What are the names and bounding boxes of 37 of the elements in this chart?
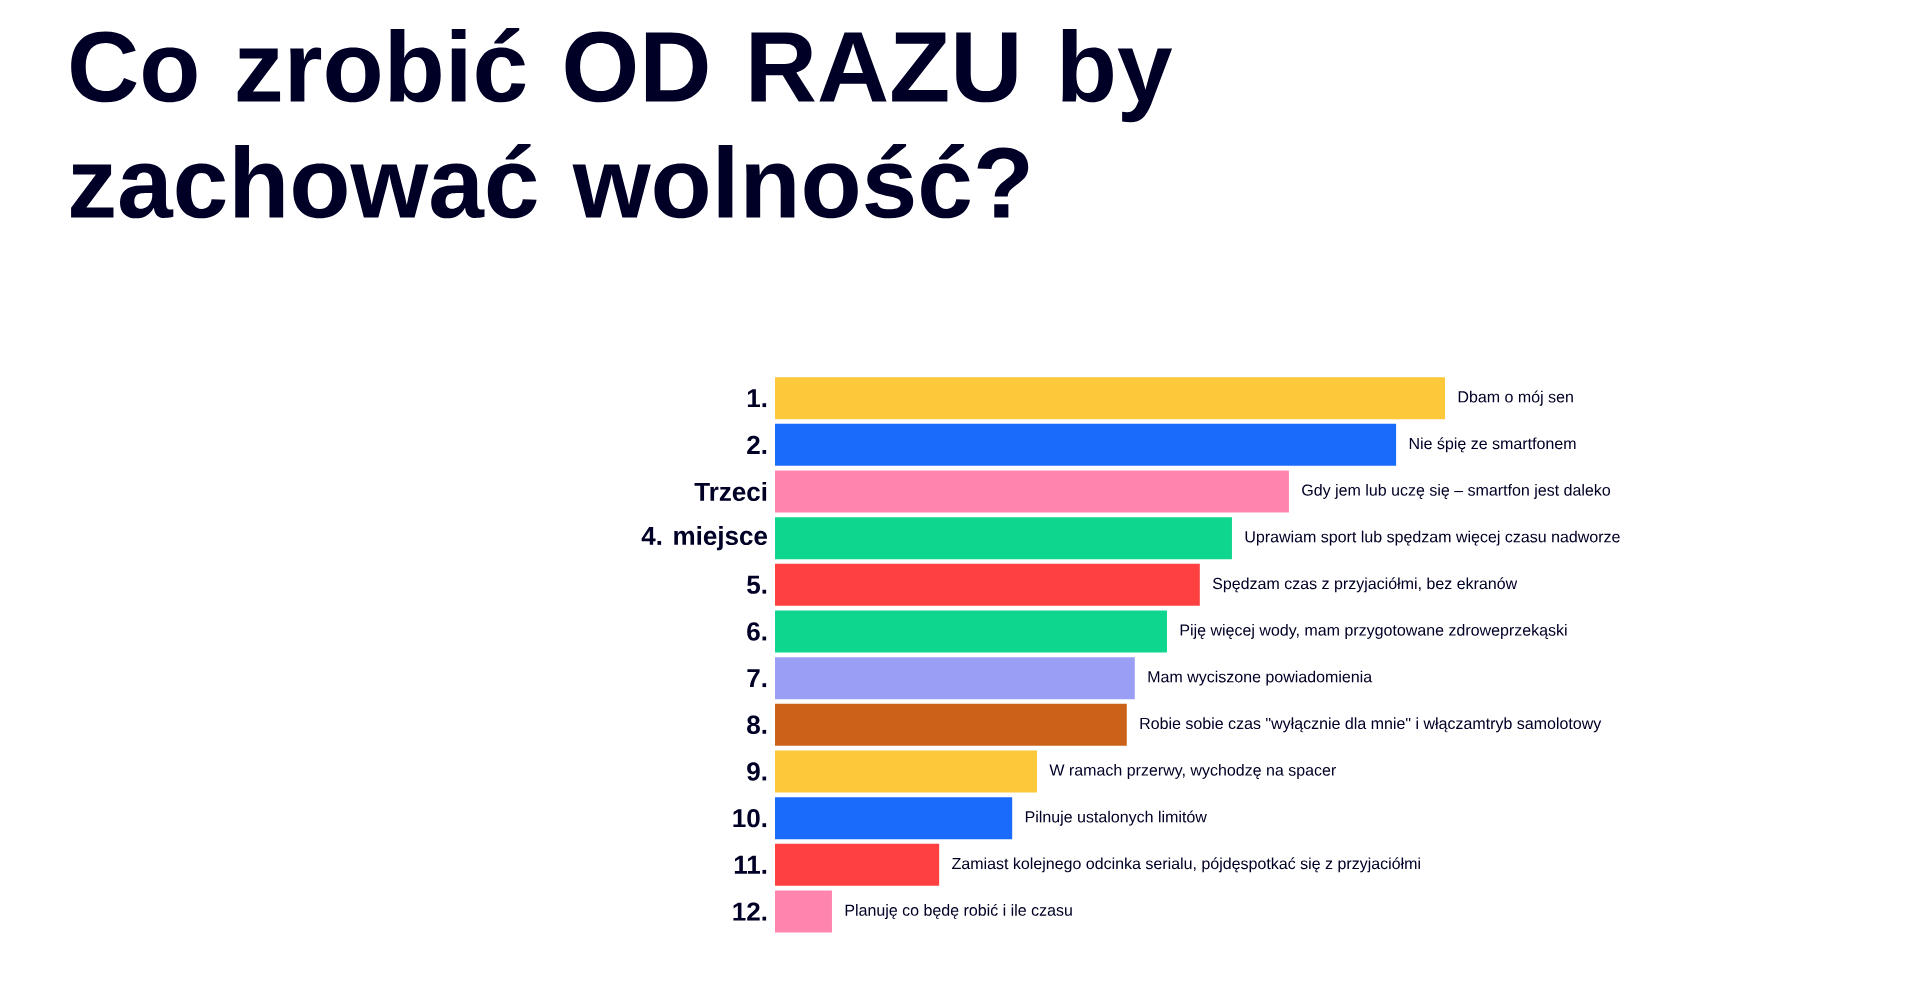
y-tick-label: 5.: [747, 575, 767, 594]
y-tick-label: 8.: [747, 715, 767, 735]
y-tick-label: 4. miejsce: [641, 526, 768, 551]
annotation: Piję więcej wody, mam przygotowane zdroweprzekąski: [1180, 623, 1567, 639]
y-tick-label: 12.: [733, 902, 767, 921]
bar: [775, 890, 832, 933]
bar: [775, 703, 1127, 746]
annotation: Mam wyciszone powiadomienia: [1148, 670, 1373, 686]
bar: [775, 797, 1013, 840]
annotation: Gdy jem lub uczę się – smartfon jest daleko: [1302, 483, 1611, 499]
y-tick-label: 11.: [734, 855, 767, 874]
annotation: Planuję co będę robić i ile czasu: [845, 903, 1072, 920]
annotation: Dbam o mój sen: [1458, 390, 1573, 406]
annotation: W ramach przerwy, wychodzę na spacer: [1049, 763, 1336, 779]
bar: [775, 750, 1037, 793]
annotation: Spędzam czas z przyjaciółmi, bez ekranów: [1212, 577, 1518, 593]
chart-title: Co zrobić OD RAZU by zachować wolność?: [71, 28, 1173, 219]
y-tick-label: 10.: [733, 808, 767, 828]
y-tick-label: 9.: [747, 762, 767, 781]
annotation: Uprawiam sport lub spędzam więcej czasu nadworze: [1245, 530, 1620, 546]
y-tick-label: 2.: [747, 435, 767, 454]
annotation: Zamiast kolejnego odcinka serialu, pójdęspotkać się z przyjaciółmi: [952, 857, 1420, 873]
bar: [775, 470, 1289, 513]
y-tick-label: 7.: [747, 669, 767, 688]
bar: [775, 610, 1167, 653]
bar: [775, 657, 1135, 700]
bar: [775, 563, 1200, 606]
annotation: Robie sobie czas "wyłącznie dla mnie" i włączamtryb samolotowy: [1140, 717, 1602, 733]
bar: [775, 517, 1232, 560]
annotation: Pilnuje ustalonych limitów: [1025, 810, 1207, 826]
bar: [775, 423, 1397, 466]
bar: [775, 377, 1446, 420]
y-tick-label: 1.: [747, 389, 767, 408]
y-tick-label: Trzeci: [694, 481, 767, 502]
annotation: Nie śpię ze smartfonem: [1409, 437, 1576, 453]
bar: [775, 843, 940, 886]
y-tick-label: 6.: [747, 622, 767, 641]
